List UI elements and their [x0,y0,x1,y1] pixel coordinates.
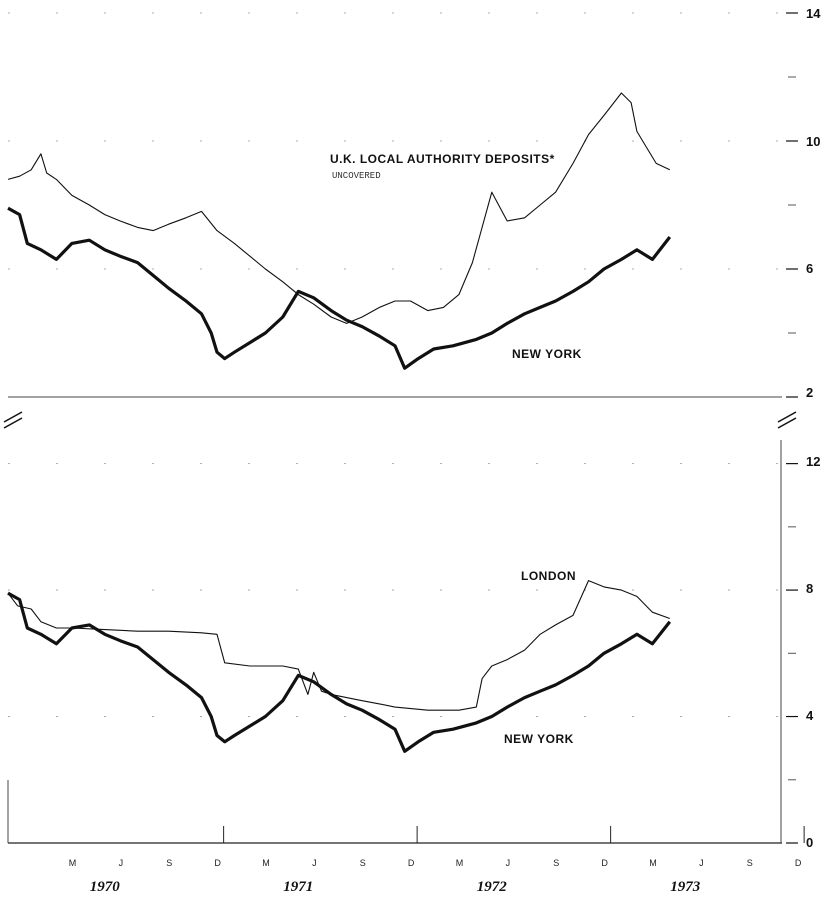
bottom-y-tick-label: 8 [806,581,813,596]
london-label: LONDON [521,569,576,583]
bottom-panel: 0 4 8 12 LONDON NEW YORK [7,440,820,850]
top-panel: 2 6 10 14 U.K. LOCAL AUTHORITY DEPOSITS*… [7,6,821,400]
bottom-y-axis: 0 4 8 12 [806,454,820,850]
uk-local-authority-label: U.K. LOCAL AUTHORITY DEPOSITS* [330,152,555,166]
month-label: M [262,858,270,868]
month-label: J [699,858,704,868]
bottom-series-line-1 [7,580,670,711]
top-y-axis: 2 6 10 14 [806,6,821,400]
axis-break-mark [3,411,23,423]
month-label: M [456,858,464,868]
top-y-tick-label: 14 [806,6,821,21]
year-label: 1971 [283,879,313,895]
x-axis: M J S D M J S D M J S D M J S D 1970 1971 1972 1973 [69,826,805,895]
top-gridlines [8,12,798,398]
month-label: D [795,858,802,868]
month-label: J [506,858,511,868]
top-y-tick-label: 6 [806,261,813,276]
year-label: 1973 [670,879,701,895]
top-y-tick-label: 10 [806,134,820,149]
month-label: M [69,858,77,868]
year-label: 1972 [477,879,508,895]
top-series-line-1 [7,92,671,324]
bottom-y-tick-label: 12 [806,454,820,469]
bottom-gridlines [8,463,798,844]
axis-break-mark [3,417,23,429]
year-label: 1970 [90,879,121,895]
bottom-y-tick-label: 4 [806,708,814,723]
bottom-series-line-2 [7,591,672,753]
top-y-tick-label: 2 [806,385,813,400]
bottom-new-york-label: NEW YORK [504,732,574,746]
month-label: J [119,858,124,868]
month-label: M [649,858,657,868]
axis-break-mark [777,411,797,423]
month-label: D [214,858,221,868]
month-label: S [360,858,366,868]
month-label: J [312,858,317,868]
top-series [7,92,672,370]
month-label: S [747,858,753,868]
month-label: S [553,858,559,868]
axis-break-marks [3,411,797,429]
bottom-y-tick-label: 0 [806,835,813,850]
top-new-york-label: NEW YORK [512,347,582,361]
bottom-series [7,580,672,753]
top-series-line-2 [7,206,672,370]
axis-break-mark [777,417,797,429]
year-labels: 1970 1971 1972 1973 [90,879,701,895]
uncovered-note: UNCOVERED [332,171,381,181]
month-label: D [601,858,608,868]
month-label: D [408,858,415,868]
month-label: S [166,858,172,868]
